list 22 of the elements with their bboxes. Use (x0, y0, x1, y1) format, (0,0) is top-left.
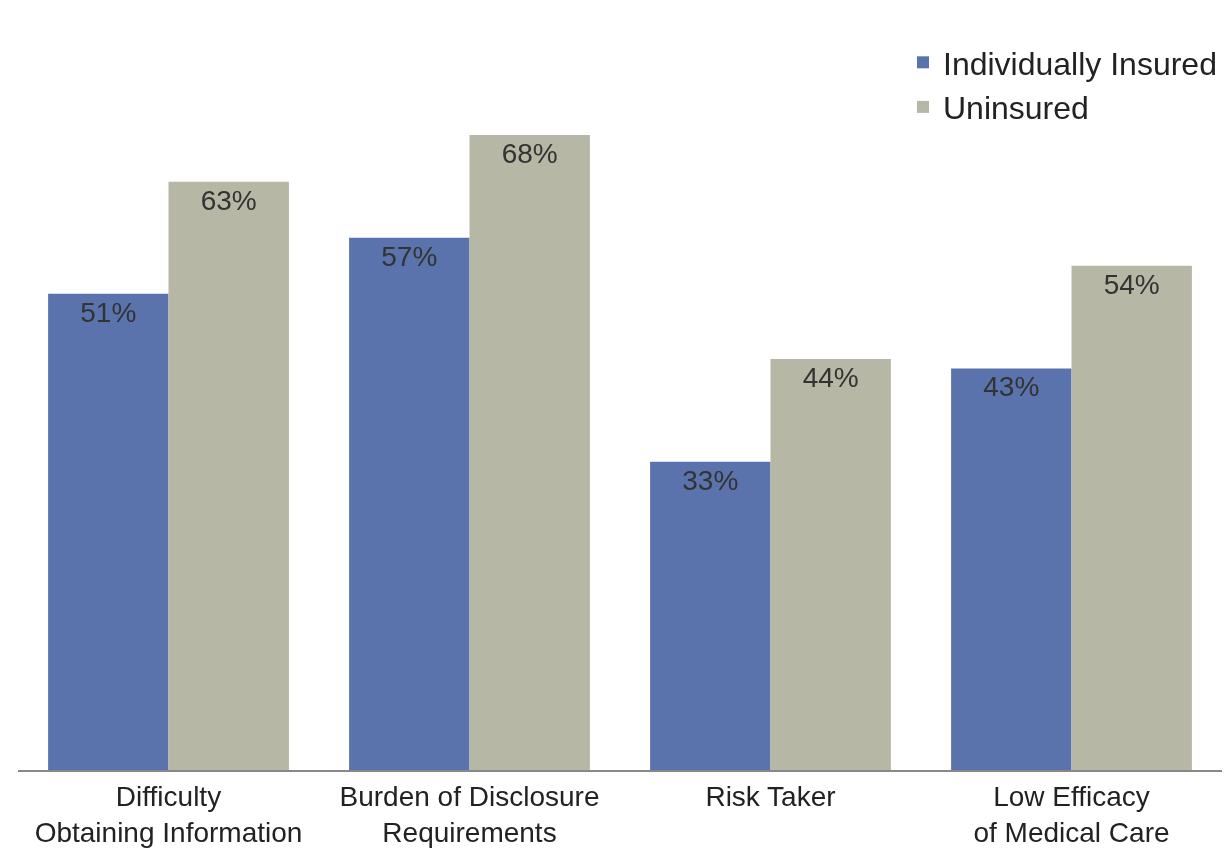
legend-label: Uninsured (943, 90, 1089, 127)
data-label: 68% (501, 138, 558, 169)
x-tick-label: Burden of Disclosure Requirements (339, 780, 600, 848)
bar (951, 368, 1072, 770)
x-tick-label: Low Efficacy of Medical Care (973, 780, 1170, 848)
data-label: 44% (802, 362, 859, 394)
bar (48, 293, 169, 770)
bar (650, 461, 771, 770)
data-label: 57% (381, 240, 438, 272)
data-label: 51% (80, 296, 137, 328)
data-label: 43% (983, 371, 1040, 403)
x-tick-label: Difficulty Obtaining Information (34, 780, 303, 848)
data-label: 63% (200, 184, 257, 216)
legend-label: Individually Insured (943, 45, 1217, 82)
x-tick-label: Risk Taker (705, 780, 836, 812)
data-label: 33% (682, 464, 739, 496)
data-label: 54% (1103, 268, 1160, 300)
bar (469, 135, 590, 770)
bar (1071, 265, 1192, 770)
bar (770, 359, 891, 770)
bar (168, 181, 289, 770)
bar (349, 237, 470, 770)
